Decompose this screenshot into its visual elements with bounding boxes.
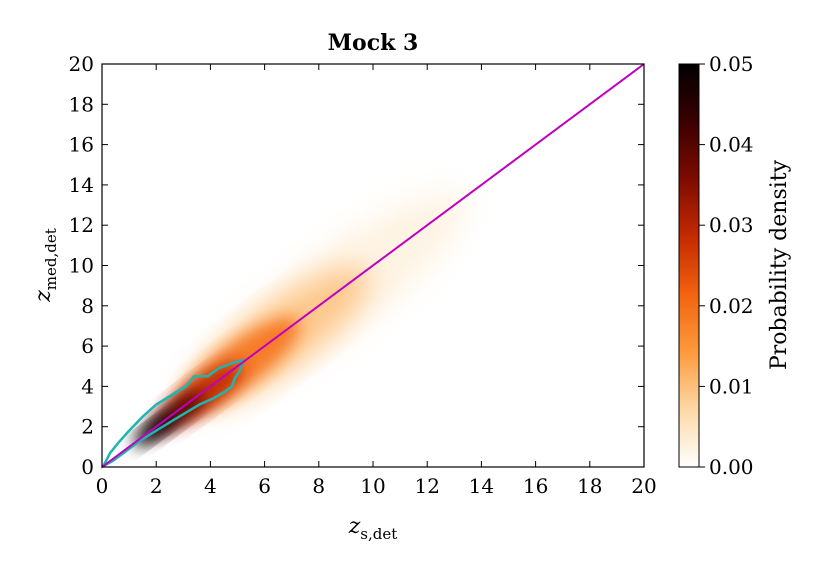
colorbar-gradient	[678, 63, 700, 468]
x-tick-label: 18	[577, 474, 602, 498]
colorbar-ticks: 0.00 0.01 0.02 0.03 0.04 0.05	[699, 52, 754, 479]
y-tick-label: 12	[69, 213, 94, 237]
colorbar-tick-label: 0.02	[709, 294, 754, 318]
x-tick-label: 10	[360, 474, 385, 498]
x-tick-label: 0	[96, 474, 109, 498]
x-tick-label: 4	[204, 474, 217, 498]
y-tick-label: 10	[69, 254, 94, 278]
colorbar-tick-label: 0.03	[709, 213, 754, 237]
colorbar-tick-label: 0.00	[709, 455, 754, 479]
x-axis: 0 2 4 6 8 10 12 14 16 18 20	[96, 64, 657, 498]
x-tick-label: 16	[523, 474, 548, 498]
x-tick-label: 14	[469, 474, 494, 498]
colorbar-tick-label: 0.01	[709, 374, 754, 398]
y-tick-label: 8	[81, 294, 94, 318]
x-tick-label: 8	[312, 474, 325, 498]
x-tick-label: 12	[414, 474, 439, 498]
y-tick-label: 2	[81, 415, 94, 439]
y-tick-label: 18	[69, 92, 94, 116]
y-tick-label: 14	[69, 173, 94, 197]
chart-title: Mock 3	[328, 30, 419, 56]
colorbar: 0.00 0.01 0.02 0.03 0.04 0.05 Probability den…	[678, 52, 792, 479]
y-tick-label: 16	[69, 133, 94, 157]
x-tick-label: 20	[631, 474, 656, 498]
y-tick-label: 0	[81, 455, 94, 479]
y-tick-label: 4	[81, 374, 94, 398]
x-tick-label: 6	[258, 474, 271, 498]
density-contour	[100, 358, 245, 469]
x-axis-label: zs,det	[348, 514, 398, 543]
y-tick-label: 6	[81, 334, 94, 358]
one-to-one-line	[101, 63, 645, 468]
x-tick-label: 2	[150, 474, 163, 498]
y-axis: 0 2 4 6 8 10 12 14 16 18 20	[69, 52, 644, 479]
plot-area: 0 2 4 6 8 10 12 14 16 18 20 0 2 4 6 8 10 12 14 16 18 20	[69, 52, 657, 498]
y-axis-label: zmed,det	[31, 228, 60, 303]
y-tick-label: 20	[69, 52, 94, 76]
colorbar-tick-label: 0.05	[709, 52, 754, 76]
colorbar-tick-label: 0.04	[709, 133, 754, 157]
colorbar-label: Probability density	[767, 159, 792, 370]
